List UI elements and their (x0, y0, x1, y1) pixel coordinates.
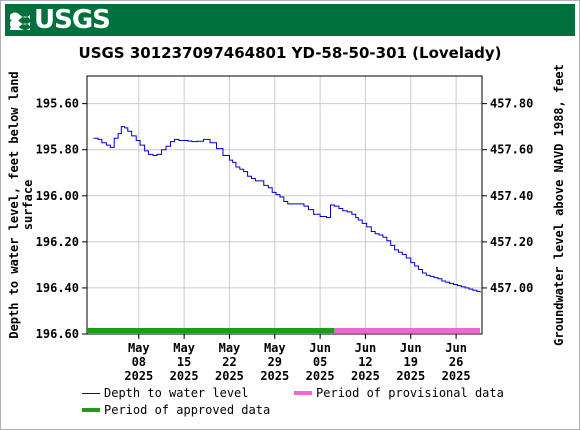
usgs-wave-icon (10, 12, 30, 30)
x-tick-label: 29 (268, 355, 282, 369)
x-tick-label: 26 (449, 355, 463, 369)
x-tick-label: 05 (313, 355, 327, 369)
y-tick-label: 196.40 (36, 281, 79, 295)
y-axis-title: Depth to water level, feet below landsur… (7, 71, 35, 338)
legend-approved-swatch (82, 408, 100, 412)
y-tick-label: 196.60 (36, 327, 79, 341)
x-tick-label: 2025 (306, 369, 335, 383)
y-tick-label: 196.20 (36, 235, 79, 249)
x-tick-label: Jun (445, 341, 467, 355)
x-tick-label: 2025 (124, 369, 153, 383)
x-tick-label: 2025 (442, 369, 471, 383)
x-tick-label: 2025 (396, 369, 425, 383)
x-tick-label: 2025 (351, 369, 380, 383)
approved-band (87, 328, 335, 333)
legend-provisional-swatch (294, 391, 312, 395)
x-tick-label: 2025 (170, 369, 199, 383)
y-tick-label: 195.80 (36, 143, 79, 157)
x-tick-label: 19 (404, 355, 418, 369)
y-tick-label: 195.60 (36, 97, 79, 111)
x-tick-label: 2025 (260, 369, 289, 383)
x-tick-label: 08 (132, 355, 146, 369)
x-tick-label: May (264, 341, 286, 355)
y2-tick-label: 457.00 (490, 281, 533, 295)
legend-label-depth: Depth to water level (104, 386, 249, 400)
x-tick-label: May (173, 341, 195, 355)
legend-label-provisional: Period of provisional data (316, 386, 504, 400)
x-tick-label: 22 (222, 355, 236, 369)
legend-item-provisional: Period of provisional data (294, 386, 504, 400)
x-tick-label: Jun (309, 341, 331, 355)
x-tick-label: Jun (400, 341, 422, 355)
chart-legend: Depth to water level Period of provision… (82, 386, 552, 422)
usgs-banner: USGS (5, 4, 575, 36)
y2-tick-label: 457.60 (490, 143, 533, 157)
y2-tick-label: 457.80 (490, 97, 533, 111)
plot-border (86, 75, 483, 335)
y-tick-label: 196.00 (36, 189, 79, 203)
x-tick-label: May (219, 341, 241, 355)
usgs-logo: USGS (9, 5, 111, 35)
usgs-logo-text: USGS (34, 5, 111, 35)
y2-tick-label: 457.20 (490, 235, 533, 249)
y2-tick-label: 457.40 (490, 189, 533, 203)
x-tick-label: 2025 (215, 369, 244, 383)
x-tick-label: May (128, 341, 150, 355)
chart-title: USGS 301237097464801 YD-58-50-301 (Lovel… (78, 44, 502, 62)
legend-item-approved: Period of approved data (82, 403, 270, 417)
y2-axis-title: Groundwater level above NAVD 1988, feet (552, 64, 566, 346)
provisional-band (334, 328, 481, 333)
x-tick-label: 12 (358, 355, 372, 369)
x-tick-label: Jun (355, 341, 377, 355)
x-tick-label: 15 (177, 355, 191, 369)
legend-label-approved: Period of approved data (104, 403, 271, 417)
legend-line-swatch (82, 392, 100, 394)
series-line-depth (93, 126, 481, 293)
legend-item-depth: Depth to water level (82, 386, 249, 400)
